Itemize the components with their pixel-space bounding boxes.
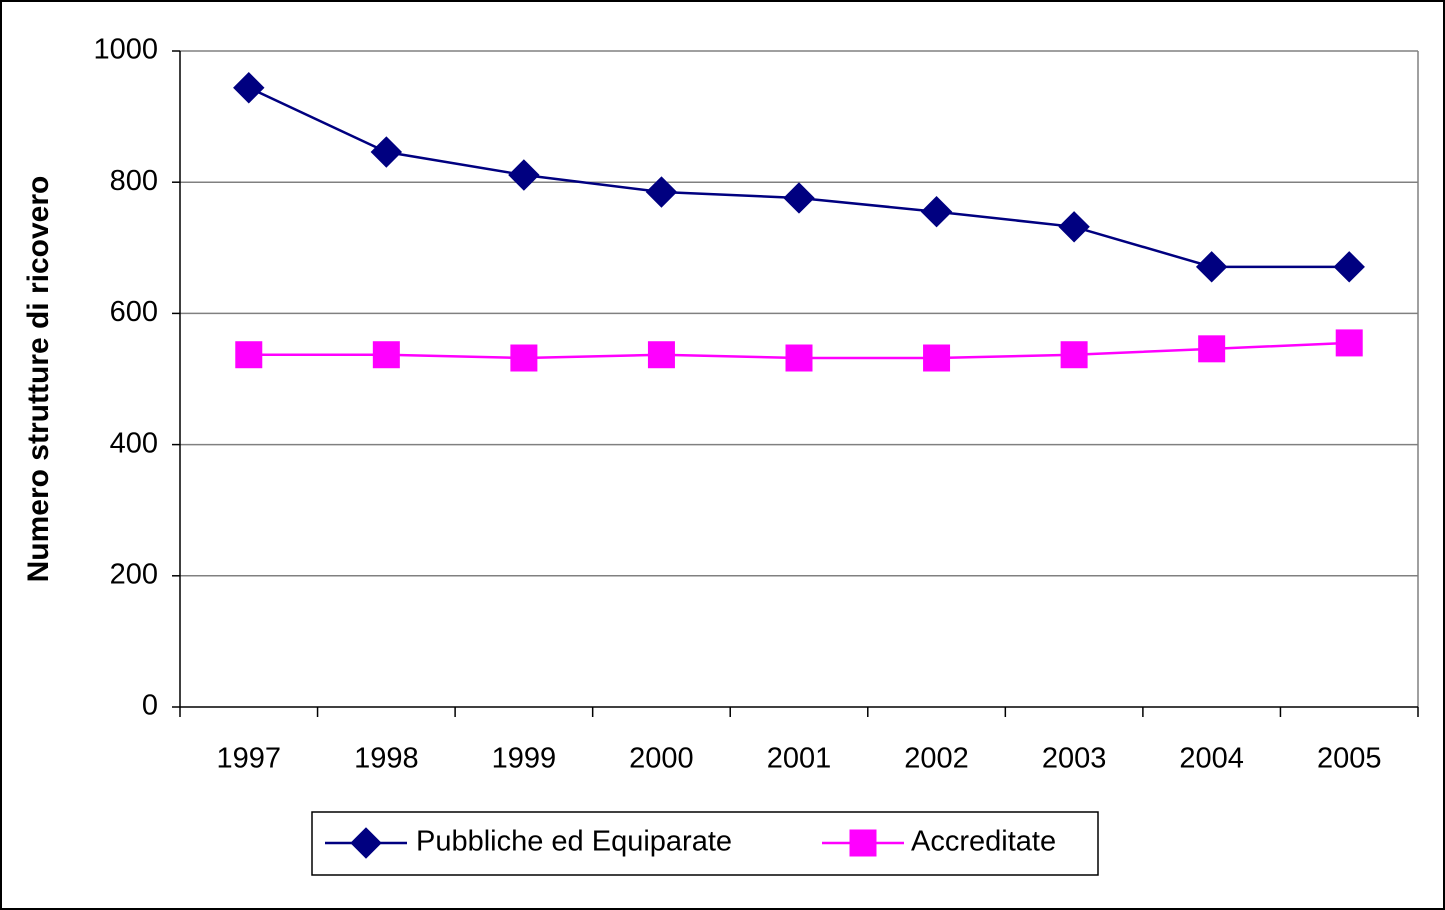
marker bbox=[1058, 211, 1090, 243]
marker bbox=[785, 344, 813, 372]
marker bbox=[647, 341, 675, 369]
legend-marker bbox=[849, 829, 877, 857]
legend-label: Accreditate bbox=[911, 826, 1056, 858]
x-tick-label: 1997 bbox=[217, 743, 282, 775]
x-tick-label: 2005 bbox=[1317, 743, 1382, 775]
marker bbox=[508, 159, 540, 191]
x-tick-label: 2002 bbox=[904, 743, 969, 775]
y-tick-label: 0 bbox=[142, 690, 158, 722]
x-tick-label: 2000 bbox=[629, 743, 694, 775]
x-tick-label: 1998 bbox=[354, 743, 419, 775]
x-tick-label: 2001 bbox=[767, 743, 832, 775]
y-tick-label: 800 bbox=[110, 165, 158, 197]
y-tick-label: 400 bbox=[110, 427, 158, 459]
x-tick-label: 2004 bbox=[1179, 743, 1244, 775]
x-tick-label: 1999 bbox=[492, 743, 557, 775]
legend-label: Pubbliche ed Equiparate bbox=[416, 826, 732, 858]
marker bbox=[1333, 251, 1365, 283]
marker bbox=[923, 344, 951, 372]
marker bbox=[1335, 329, 1363, 357]
marker bbox=[233, 72, 265, 104]
marker bbox=[1060, 341, 1088, 369]
marker bbox=[645, 176, 678, 208]
y-axis-label: Numero strutture di ricovero bbox=[22, 176, 55, 583]
x-tick-label: 2003 bbox=[1042, 743, 1107, 775]
marker bbox=[1195, 251, 1228, 283]
legend-box bbox=[311, 811, 1099, 876]
marker bbox=[920, 196, 953, 228]
y-tick-label: 1000 bbox=[93, 34, 158, 66]
y-tick-label: 200 bbox=[110, 558, 158, 590]
marker bbox=[1198, 335, 1226, 363]
legend-marker bbox=[350, 827, 382, 859]
marker bbox=[235, 341, 263, 369]
y-tick-label: 600 bbox=[110, 296, 158, 328]
marker bbox=[370, 136, 403, 168]
marker bbox=[510, 344, 538, 372]
marker bbox=[783, 182, 815, 214]
marker bbox=[372, 341, 400, 369]
